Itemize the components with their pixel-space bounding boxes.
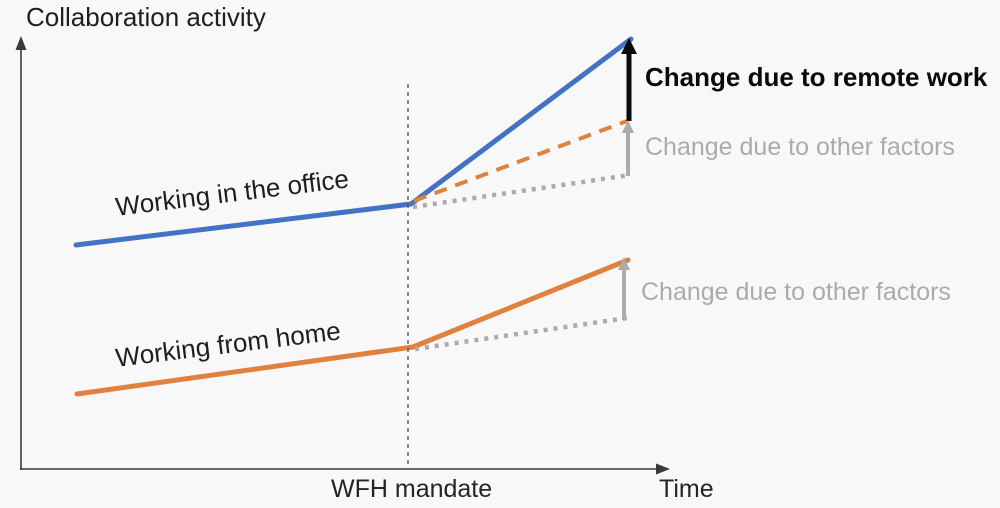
x-axis-label: Time: [659, 475, 714, 503]
other-factors-annotation-top: Change due to other factors: [645, 133, 955, 161]
x-axis: [20, 463, 670, 475]
other-factors-annotation-bottom: Change due to other factors: [641, 278, 951, 306]
chart-title: Collaboration activity: [26, 2, 266, 32]
remote-work-change-annotation: Change due to remote work: [645, 62, 988, 92]
office-actual-line: [73, 36, 634, 248]
home-actual-line: [74, 257, 631, 397]
remote-work-change-arrow: [621, 38, 637, 121]
other-factors-arrow-top: [622, 120, 634, 176]
wfh-mandate-label: WFH mandate: [331, 475, 493, 503]
office-pretrend-dotted-line: [412, 172, 631, 210]
y-axis: [15, 36, 27, 470]
other-factors-arrow-bottom: [618, 257, 630, 320]
office-projection-dashed-line: [413, 119, 628, 203]
